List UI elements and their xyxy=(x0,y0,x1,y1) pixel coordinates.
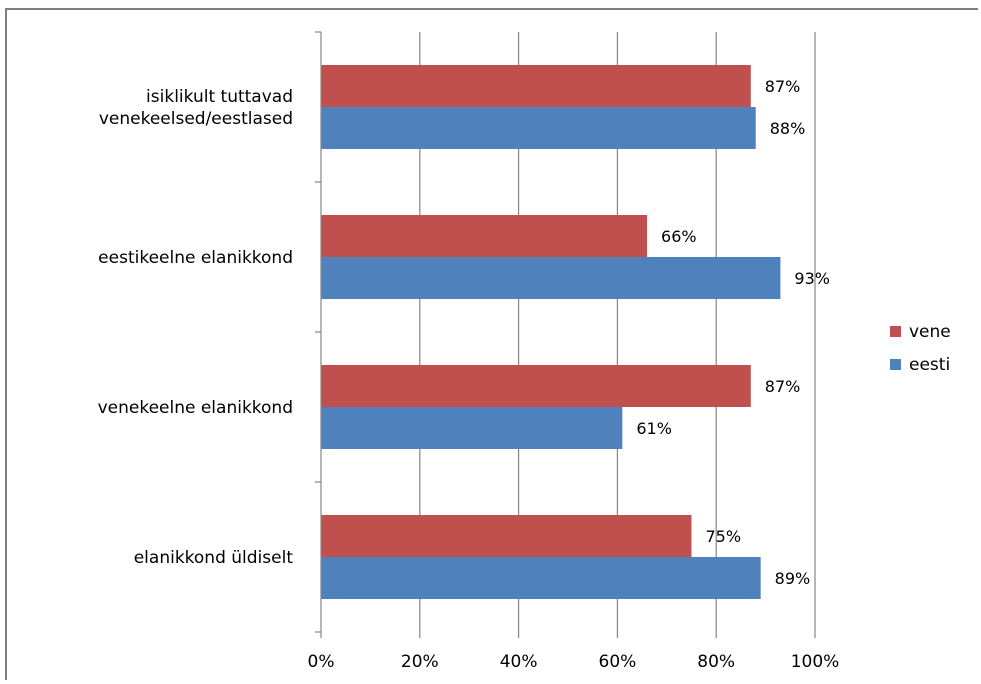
axes: 0% 20% 40% 60% 80% 100% xyxy=(308,31,840,672)
data-label-eesti: 89% xyxy=(775,569,811,588)
chart-frame xyxy=(5,8,978,680)
category-label: eestikeelne elanikkond xyxy=(98,248,293,268)
category-label-line: venekeelne elanikkond xyxy=(98,398,293,418)
legend-label-vene: vene xyxy=(909,322,951,342)
legend-swatch-eesti xyxy=(890,359,901,370)
bar-eesti xyxy=(321,557,761,599)
category-label-line: isiklikult tuttavad xyxy=(146,87,293,107)
x-tick-label: 40% xyxy=(500,652,538,672)
bars xyxy=(321,65,781,599)
bar-vene xyxy=(321,65,751,107)
category-label-line: venekeelsed/eestlased xyxy=(99,109,293,129)
category-label-line: eestikeelne elanikkond xyxy=(98,248,293,268)
category-label-line: elanikkond üldiselt xyxy=(134,548,294,568)
category-label: venekeelne elanikkond xyxy=(98,398,293,418)
category-label: isiklikult tuttavad venekeelsed/eestlased xyxy=(99,87,293,129)
bar-eesti xyxy=(321,407,623,449)
bar-vene xyxy=(321,215,648,257)
category-label: elanikkond üldiselt xyxy=(134,548,294,568)
x-tick-label: 80% xyxy=(697,652,735,672)
data-label-eesti: 61% xyxy=(636,419,672,438)
data-label-vene: 66% xyxy=(661,227,697,246)
bar-vene xyxy=(321,365,751,407)
data-label-eesti: 88% xyxy=(770,119,806,138)
data-label-eesti: 93% xyxy=(794,269,830,288)
data-label-vene: 87% xyxy=(765,377,801,396)
x-tick-label: 0% xyxy=(308,652,335,672)
data-label-vene: 87% xyxy=(765,77,801,96)
x-tick-label: 20% xyxy=(401,652,439,672)
bar-vene xyxy=(321,515,692,557)
bar-eesti xyxy=(321,107,756,149)
bar-eesti xyxy=(321,257,781,299)
data-label-vene: 75% xyxy=(706,527,742,546)
legend-label-eesti: eesti xyxy=(909,355,950,375)
legend: vene eesti xyxy=(890,322,951,375)
legend-swatch-vene xyxy=(890,326,901,337)
x-tick-label: 100% xyxy=(791,652,840,672)
x-tick-label: 60% xyxy=(599,652,637,672)
labels: 87% 88% isiklikult tuttavad venekeelsed/ees… xyxy=(98,77,830,588)
